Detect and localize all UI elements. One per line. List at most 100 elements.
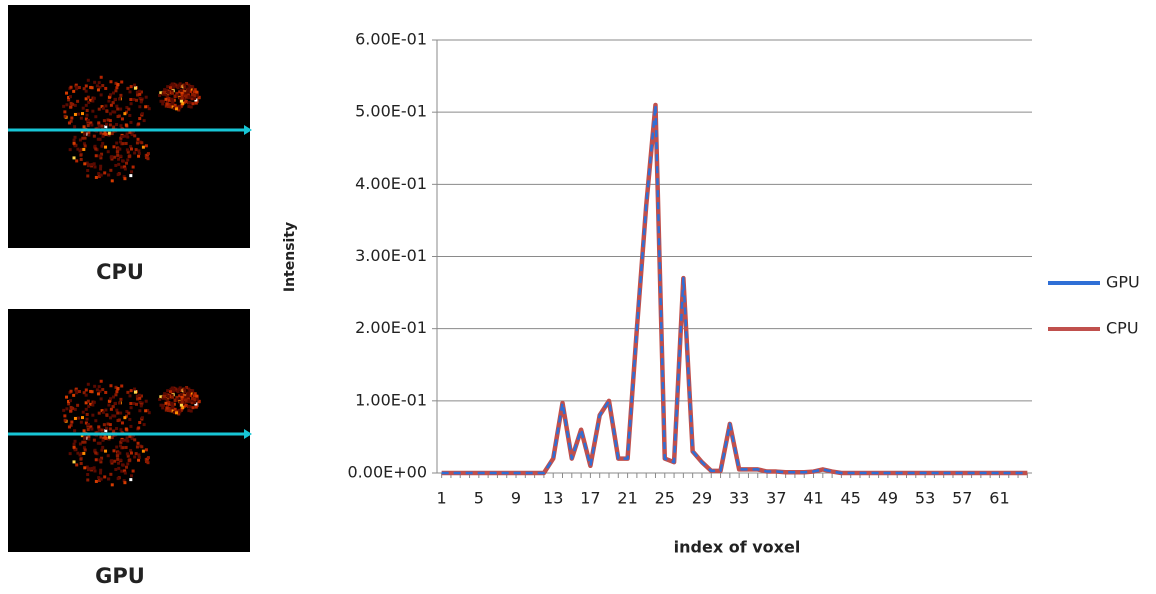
pixel (120, 385, 123, 388)
pixel (180, 100, 183, 103)
pixel (63, 414, 66, 417)
panel-label: CPU (96, 260, 144, 284)
pixel (121, 421, 124, 424)
pixel (179, 82, 182, 85)
pixel (75, 463, 78, 466)
pixel (113, 156, 116, 159)
pixel (140, 404, 143, 407)
pixel (117, 147, 120, 150)
pixel (195, 395, 198, 398)
pixel (128, 155, 131, 158)
pixel (193, 97, 196, 100)
pixel (191, 397, 194, 400)
pixel (188, 405, 191, 408)
pixel (107, 404, 110, 407)
pixel (125, 123, 128, 126)
pixel (100, 93, 103, 96)
pixel (129, 449, 132, 452)
pixel (76, 100, 79, 103)
pixel (138, 409, 141, 412)
pixel (115, 409, 118, 412)
pixel (132, 166, 135, 169)
pixel (116, 412, 119, 415)
pixel (102, 135, 105, 138)
pixel (116, 154, 119, 157)
pixel (173, 84, 176, 87)
pixel (115, 86, 118, 89)
pixel (78, 390, 81, 393)
pixel (87, 405, 90, 408)
pixel (119, 124, 122, 127)
pixel (115, 105, 118, 108)
pixel (83, 133, 86, 136)
pixel (126, 462, 129, 465)
pixel (117, 462, 120, 465)
pixel (104, 391, 107, 394)
pixel (100, 436, 103, 439)
pixel (169, 105, 172, 108)
pixel (91, 110, 94, 113)
pixel (86, 413, 89, 416)
pixel (76, 404, 79, 407)
pixel (83, 466, 86, 469)
pixel (101, 84, 104, 87)
pixel (100, 145, 103, 148)
pixel (104, 104, 107, 107)
pixel (100, 174, 103, 177)
pixel (95, 480, 98, 483)
pixel (114, 98, 117, 101)
pixel (105, 427, 108, 430)
pixel (98, 154, 101, 157)
pixel (97, 88, 100, 91)
pixel (85, 418, 88, 421)
pixel (73, 125, 76, 128)
pixel (89, 390, 92, 393)
pixel (117, 163, 120, 166)
pixel (111, 179, 114, 182)
pixel (107, 150, 110, 153)
pixel (126, 452, 129, 455)
pixel (89, 86, 92, 89)
pixel (109, 169, 112, 172)
pixel (93, 97, 96, 100)
pixel (116, 151, 119, 154)
pixel (145, 400, 148, 403)
pixel (117, 158, 120, 161)
pixel (101, 388, 104, 391)
pixel (114, 89, 117, 92)
pixel (81, 137, 84, 140)
pixel (170, 98, 173, 101)
pixel (107, 477, 110, 480)
pixel (183, 390, 186, 393)
pixel (127, 108, 130, 111)
pixel (82, 411, 85, 414)
pixel (166, 407, 169, 410)
pixel (87, 101, 90, 104)
pixel (147, 152, 150, 155)
pixel (181, 401, 184, 404)
pixel (91, 163, 94, 166)
pixel (78, 86, 81, 89)
pixel (167, 395, 170, 398)
x-tick-label: 45 (841, 489, 861, 508)
pixel (195, 102, 198, 105)
pixel (137, 459, 140, 462)
pixel (69, 106, 72, 109)
x-tick-label: 37 (766, 489, 786, 508)
pixel (174, 399, 177, 402)
pixel (87, 400, 90, 403)
pixel (171, 406, 174, 409)
pixel (137, 122, 140, 125)
pixel (87, 119, 90, 122)
pixel (121, 142, 124, 145)
pixel (63, 110, 66, 113)
pixel (128, 418, 131, 421)
pixel (124, 168, 127, 171)
pixel (86, 473, 89, 476)
y-tick-label: 5.00E-01 (355, 102, 427, 121)
pixel (105, 123, 108, 126)
x-tick-label: 21 (617, 489, 637, 508)
pixel (85, 408, 88, 411)
pixel (123, 481, 126, 484)
pixel (91, 414, 94, 417)
